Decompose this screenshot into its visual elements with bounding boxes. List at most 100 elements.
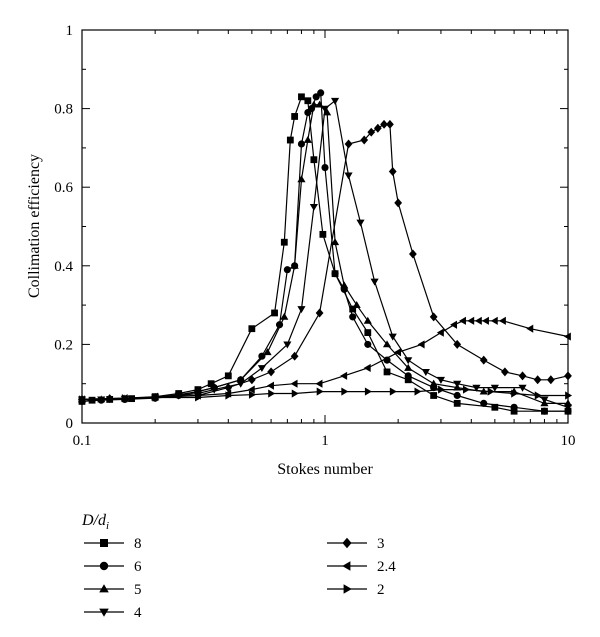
data-point [258, 352, 266, 360]
data-point [79, 395, 87, 404]
series-4 [77, 97, 573, 412]
data-point [480, 399, 488, 407]
data-point [283, 266, 291, 274]
x-tick-label: 0.1 [73, 433, 92, 449]
data-point [309, 100, 318, 108]
data-point [360, 135, 369, 145]
data-point [331, 270, 339, 278]
y-tick-label: 0.6 [54, 180, 73, 196]
data-point [450, 320, 458, 329]
series-5 [77, 100, 573, 407]
data-point [462, 385, 470, 394]
data-point [298, 93, 305, 101]
data-point [490, 384, 499, 392]
data-point [263, 348, 272, 356]
data-point [546, 375, 555, 385]
y-axis-title: Collimation efficiency [26, 154, 43, 298]
plot-frame [81, 29, 569, 424]
data-point [315, 379, 323, 388]
data-point [224, 383, 233, 393]
data-point [267, 381, 274, 390]
data-point [283, 341, 292, 349]
data-point [364, 387, 372, 396]
data-point [409, 249, 417, 259]
data-point [319, 230, 327, 238]
legend-item: 2 [327, 582, 385, 598]
data-point [364, 340, 372, 348]
data-point [352, 301, 361, 308]
data-point [315, 308, 324, 318]
data-point [323, 108, 332, 116]
data-point [291, 389, 299, 398]
y-tick-label: 1 [66, 23, 74, 39]
data-point [380, 119, 388, 129]
data-point [518, 371, 527, 381]
data-point [394, 348, 402, 357]
legend-label: 4 [134, 605, 142, 621]
data-point [340, 371, 348, 380]
data-point [349, 305, 357, 313]
series-2 [79, 385, 573, 404]
data-point [321, 163, 329, 172]
data-point [297, 175, 306, 183]
legend-label: 5 [134, 582, 142, 598]
legend-title-subscript: i [106, 520, 109, 532]
data-point [404, 363, 413, 371]
legend-item: 8 [84, 536, 142, 552]
data-point [498, 316, 506, 325]
data-point [565, 391, 573, 400]
data-point [310, 156, 318, 164]
series-6 [78, 89, 572, 415]
data-point [540, 396, 549, 404]
data-point [152, 393, 160, 402]
data-point [490, 316, 498, 325]
legend-label: 8 [134, 536, 142, 552]
data-point [501, 367, 509, 377]
data-point [467, 316, 475, 325]
data-point [195, 393, 203, 402]
data-point [404, 372, 412, 380]
data-point [388, 166, 397, 176]
x-tick-label: 10 [561, 433, 576, 449]
data-point [388, 333, 397, 341]
series-line [81, 123, 569, 400]
data-point [297, 140, 306, 148]
data-point [534, 391, 542, 400]
legend-label: 2 [377, 582, 385, 598]
series-line [82, 104, 568, 404]
data-point [417, 340, 425, 349]
data-point [383, 368, 391, 376]
legend-items: 8 6 5 4 3 2.4 2 [84, 536, 396, 621]
y-tick-label: 0 [66, 416, 74, 432]
legend-label: 2.4 [377, 559, 396, 575]
legend-item: 4 [84, 605, 142, 621]
data-point [341, 387, 349, 396]
data-point [438, 385, 446, 394]
data-point [472, 384, 481, 392]
data-point [344, 139, 353, 149]
legend-marker [99, 608, 109, 617]
data-point [267, 367, 275, 377]
series-line [81, 95, 568, 412]
data-point [330, 238, 340, 246]
y-tick-label: 0.4 [54, 259, 73, 275]
data-point [414, 387, 422, 396]
data-point [363, 363, 371, 373]
data-point [563, 404, 573, 412]
legend-marker [343, 584, 352, 594]
data-point [290, 379, 298, 388]
data-point [563, 332, 571, 341]
data-point [436, 376, 446, 384]
data-point [481, 316, 489, 325]
data-point [453, 391, 461, 400]
legend-marker [99, 584, 109, 593]
data-point [291, 113, 299, 120]
data-point [317, 89, 325, 97]
legend-item: 2.4 [327, 559, 396, 575]
legend: D/di 8 6 5 4 3 2.4 2 [81, 512, 396, 621]
data-point [330, 97, 340, 105]
data-point [257, 365, 266, 373]
data-point [280, 238, 288, 246]
data-point [510, 407, 518, 415]
data-point [518, 384, 527, 392]
